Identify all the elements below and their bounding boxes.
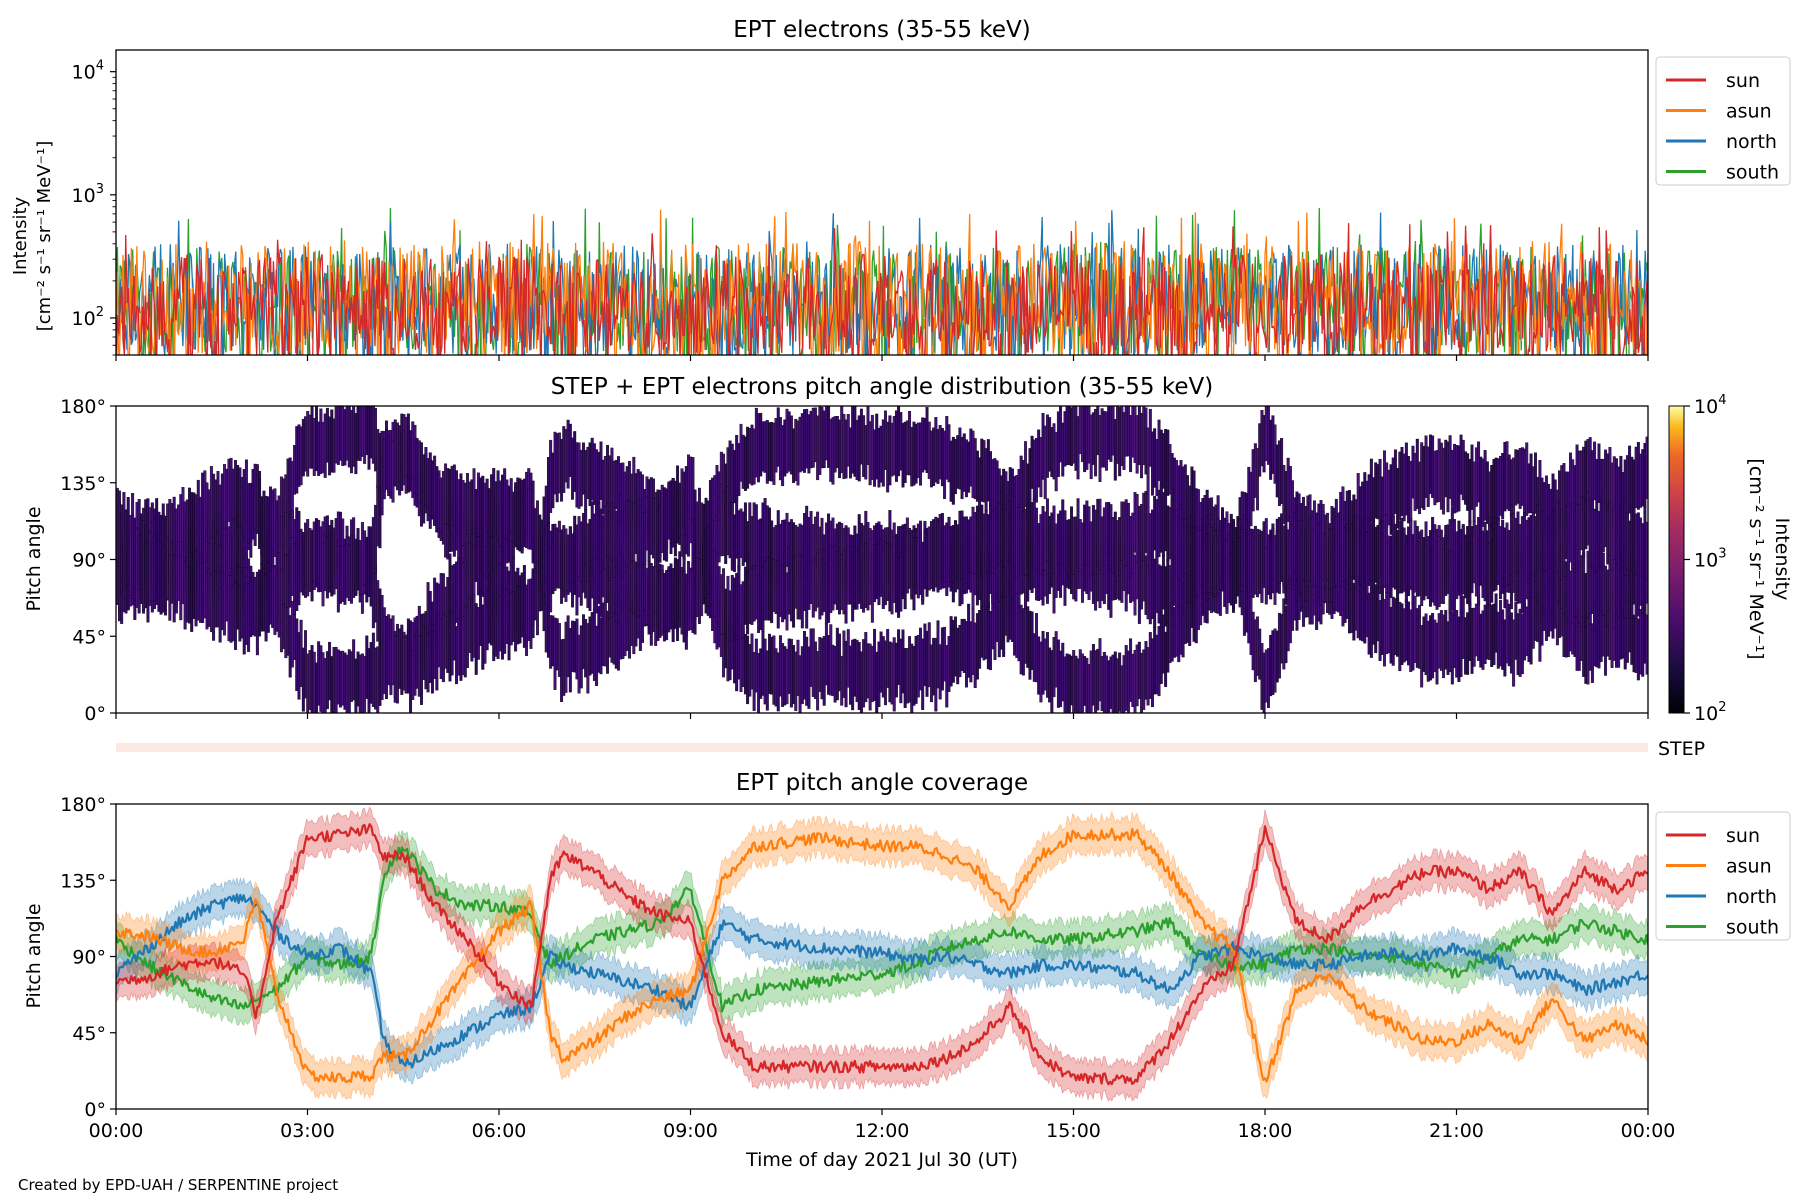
panel1-frame — [115, 49, 1649, 356]
panel1-ylabel: Intensity — [10, 196, 31, 275]
y-tick-label: 90° — [72, 550, 106, 572]
panel1-ylabel-units: [cm⁻² s⁻¹ sr⁻¹ MeV⁻¹] — [34, 141, 55, 332]
colorbar — [1668, 405, 1685, 714]
panel1-ylabel-group: Intensity — [10, 196, 31, 275]
x-tick-label: 12:00 — [855, 1120, 910, 1142]
legend-label-sun: sun — [1726, 825, 1760, 847]
colorbar-label: Intensity — [1771, 518, 1793, 601]
colorbar-ticks: 102 103 104 — [1684, 393, 1726, 725]
panel3-title: EPT pitch angle coverage — [736, 770, 1028, 796]
y-tick-label: 180° — [60, 794, 106, 816]
colorbar-tick-label: 103 — [1694, 547, 1726, 572]
x-tick-label: 09:00 — [663, 1120, 718, 1142]
x-tick-label: 21:00 — [1429, 1120, 1484, 1142]
y-tick-label: 135° — [60, 473, 106, 495]
y-tick-label: 104 — [72, 59, 104, 84]
panel1-ylabel-units-group: [cm⁻² s⁻¹ sr⁻¹ MeV⁻¹] — [34, 141, 55, 332]
series-line-sun — [116, 223, 1648, 355]
colorbar-units: [cm⁻² s⁻¹ sr⁻¹ MeV⁻¹] — [1745, 458, 1767, 659]
y-tick-label: 102 — [72, 305, 104, 330]
panel3-ylabel-group: Pitch angle — [23, 903, 45, 1008]
x-tick-label: 00:00 — [89, 1120, 144, 1142]
y-tick-label: 90° — [72, 947, 106, 969]
panel-pad: STEP + EPT electrons pitch angle distrib… — [23, 374, 1793, 760]
step-label: STEP — [1658, 738, 1705, 760]
x-tick-label: 15:00 — [1046, 1120, 1101, 1142]
legend-label-north: north — [1726, 886, 1777, 908]
legend-label-asun: asun — [1726, 101, 1772, 123]
panel2-ylabel-group: Pitch angle — [23, 506, 45, 611]
panel2-yticks: 0° 45° 90° 135° 180° — [60, 396, 116, 725]
x-axis-label: Time of day 2021 Jul 30 (UT) — [745, 1149, 1018, 1171]
y-tick-label: 45° — [72, 626, 106, 648]
panel2-heatmap — [116, 406, 1648, 713]
y-tick-label: 135° — [60, 870, 106, 892]
y-tick-label: 0° — [84, 1099, 106, 1121]
panel2-title: STEP + EPT electrons pitch angle distrib… — [551, 374, 1213, 400]
legend-label-south: south — [1726, 162, 1779, 184]
x-tick-label: 18:00 — [1238, 1120, 1293, 1142]
y-tick-label: 180° — [60, 396, 106, 418]
panel-intensity: EPT electrons (35-55 keV) Intensity [cm⁻… — [10, 17, 1791, 361]
pad-cell — [378, 487, 382, 549]
legend-box — [1655, 56, 1791, 186]
colorbar-units-group: [cm⁻² s⁻¹ sr⁻¹ MeV⁻¹] — [1745, 458, 1767, 659]
x-tick-label: 03:00 — [280, 1120, 335, 1142]
colorbar-tick-label: 102 — [1694, 700, 1726, 725]
x-tick-label: 06:00 — [472, 1120, 527, 1142]
legend-label-asun: asun — [1726, 856, 1772, 878]
colorbar-tick-label: 104 — [1694, 393, 1726, 418]
legend-label-south: south — [1726, 917, 1779, 939]
panel3-xticks: 00:00 03:00 06:00 09:00 12:00 15:00 18:00 21:00… — [89, 1109, 1676, 1142]
panel1-xticks — [115, 355, 1649, 361]
panel3-yticks: 0° 45° 90° 135° 180° — [60, 794, 116, 1121]
panel2-ylabel: Pitch angle — [23, 506, 45, 611]
pad-cell — [691, 457, 695, 522]
footer-credit: Created by EPD-UAH / SERPENTINE project — [18, 1176, 338, 1194]
panel2-xticks — [115, 713, 1649, 719]
step-band — [116, 743, 1648, 752]
legend-label-north: north — [1726, 131, 1777, 153]
y-tick-label: 45° — [72, 1023, 106, 1045]
panel3-legend: sun asun north south — [1655, 811, 1791, 941]
panel-coverage: EPT pitch angle coverage Pitch angle 0° 4… — [23, 770, 1791, 1171]
panel1-title: EPT electrons (35-55 keV) — [733, 17, 1030, 43]
colorbar-label-group: Intensity — [1771, 518, 1793, 601]
legend-label-sun: sun — [1726, 70, 1760, 92]
panel3-ylabel: Pitch angle — [23, 903, 45, 1008]
panel1-yticks: 102 103 104 — [72, 59, 116, 356]
panel1-legend: sun asun north south — [1655, 56, 1791, 186]
y-tick-label: 0° — [84, 703, 106, 725]
y-tick-label: 103 — [72, 182, 104, 207]
x-tick-label: 00:00 — [1621, 1120, 1676, 1142]
